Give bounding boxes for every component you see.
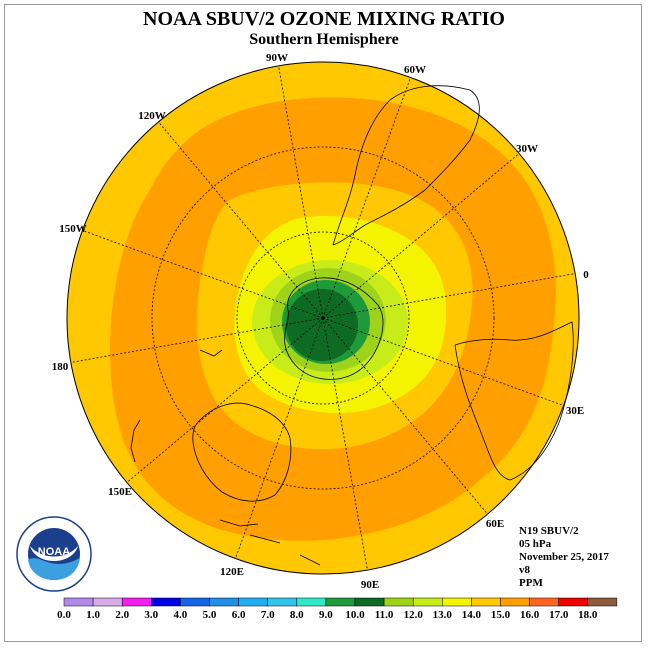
australia-coast — [192, 402, 292, 502]
graticule — [70, 65, 576, 571]
coastlines — [130, 85, 574, 566]
meridian-line — [235, 317, 324, 559]
meridian-line — [322, 273, 576, 319]
darkest-green-core — [286, 289, 358, 361]
lon-label-60w: 60W — [404, 64, 426, 76]
antarctica-coast — [284, 277, 384, 380]
lon-label-60e: 60E — [486, 518, 504, 530]
info-level: 05 hPa — [519, 538, 552, 550]
meridian-line — [322, 153, 520, 319]
meridian-lines — [70, 65, 576, 571]
meridian-line — [322, 317, 564, 406]
lon-label-90w: 90W — [266, 52, 288, 64]
lon-label-150w: 150W — [59, 223, 87, 235]
noaa-logo: NOAA — [16, 516, 92, 592]
africa-coast — [454, 321, 574, 481]
lon-label-30w: 30W — [516, 143, 538, 155]
meridian-line — [322, 77, 411, 319]
info-satellite: N19 SBUV/2 — [519, 525, 579, 537]
lon-label-90e: 90E — [361, 579, 379, 591]
lon-label-0: 0 — [583, 269, 589, 281]
meridian-line — [82, 230, 324, 319]
noaa-logo-text: NOAA — [38, 546, 70, 558]
lon-label-180: 180 — [52, 361, 69, 373]
latitude-circle-inner — [236, 231, 410, 405]
plot-frame — [4, 4, 642, 642]
meridian-line — [322, 317, 368, 571]
info-units: PPM — [519, 577, 543, 589]
page-title: NOAA SBUV/2 OZONE MIXING RATIO — [143, 8, 505, 30]
meridian-line — [126, 317, 324, 483]
info-version: v8 — [519, 564, 530, 576]
lon-label-120w: 120W — [138, 110, 166, 122]
lon-label-150e: 150E — [108, 486, 132, 498]
lon-label-30e: 30E — [566, 405, 584, 417]
south-america-coast — [332, 85, 480, 246]
meridian-line — [158, 121, 324, 319]
meridian-line — [278, 65, 324, 319]
lon-label-120e: 120E — [220, 566, 244, 578]
info-date: November 25, 2017 — [519, 551, 609, 563]
longitude-labels: 90W 60W 30W 0 30E 60E 90E 120E 150E 180 … — [52, 52, 590, 591]
new-zealand-coast — [130, 349, 223, 463]
latitude-circle-middle — [151, 146, 495, 490]
map-boundary — [66, 61, 580, 575]
meridian-line — [70, 317, 324, 363]
ozone-field — [67, 62, 579, 574]
meridian-line — [322, 317, 488, 515]
page-subtitle: Southern Hemisphere — [249, 31, 399, 48]
asia-islands-coast — [219, 519, 321, 566]
